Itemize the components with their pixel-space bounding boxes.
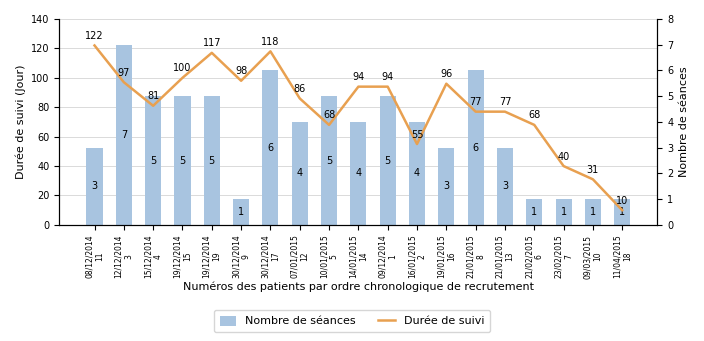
Y-axis label: Durée de suivi (Jour): Durée de suivi (Jour)	[15, 65, 25, 179]
Text: 122: 122	[85, 31, 104, 41]
X-axis label: Numéros des patients par ordre chronologique de recrutement: Numéros des patients par ordre chronolog…	[183, 281, 534, 292]
Text: 5: 5	[384, 155, 391, 166]
Text: 5: 5	[150, 155, 156, 166]
Text: 68: 68	[528, 110, 541, 120]
Bar	[379, 96, 396, 225]
Text: 1: 1	[238, 207, 244, 217]
Durée de suivi	[178, 76, 187, 80]
Text: 5: 5	[208, 155, 215, 166]
Durée de suivi	[237, 79, 245, 83]
Durée de suivi	[384, 85, 392, 89]
Text: 1: 1	[590, 207, 596, 217]
Bar	[497, 148, 513, 225]
Text: 97: 97	[118, 68, 130, 78]
Text: 117: 117	[203, 39, 221, 48]
Text: 118: 118	[261, 37, 279, 47]
Text: 1: 1	[560, 207, 567, 217]
Bar	[321, 96, 337, 225]
Durée de suivi	[325, 123, 333, 127]
Text: 4: 4	[414, 168, 420, 178]
Bar	[526, 199, 542, 225]
Text: 77: 77	[470, 97, 482, 107]
Text: 40: 40	[558, 152, 570, 162]
Durée de suivi	[589, 177, 597, 181]
Bar	[291, 122, 308, 225]
Text: 86: 86	[294, 84, 306, 94]
Text: 100: 100	[173, 63, 191, 73]
Durée de suivi	[560, 164, 568, 168]
Text: 31: 31	[586, 165, 599, 175]
Bar	[614, 199, 630, 225]
Bar	[145, 96, 161, 225]
Text: 77: 77	[498, 97, 511, 107]
Durée de suivi	[208, 51, 216, 55]
Bar	[467, 71, 484, 225]
Text: 3: 3	[92, 181, 98, 191]
Text: 6: 6	[268, 143, 273, 153]
Text: 1: 1	[532, 207, 537, 217]
Bar	[233, 199, 249, 225]
Bar	[555, 199, 572, 225]
Durée de suivi	[149, 104, 158, 108]
Text: 3: 3	[502, 181, 508, 191]
Durée de suivi	[413, 142, 421, 146]
Durée de suivi	[296, 97, 304, 101]
Text: 96: 96	[440, 69, 453, 79]
Text: 5: 5	[326, 155, 332, 166]
Text: 55: 55	[410, 130, 423, 139]
Bar	[203, 96, 220, 225]
Durée de suivi	[120, 80, 128, 84]
Durée de suivi	[501, 109, 509, 114]
Text: 4: 4	[356, 168, 361, 178]
Text: 98: 98	[235, 66, 247, 76]
Bar	[409, 122, 425, 225]
Text: 81: 81	[147, 91, 159, 101]
Text: 94: 94	[382, 72, 394, 82]
Text: 6: 6	[472, 143, 479, 153]
Durée de suivi	[442, 81, 451, 86]
Durée de suivi	[266, 49, 275, 54]
Text: 3: 3	[444, 181, 449, 191]
Text: 4: 4	[296, 168, 303, 178]
Durée de suivi	[618, 208, 627, 212]
Durée de suivi	[90, 43, 99, 47]
Durée de suivi	[472, 109, 480, 114]
Line: Durée de suivi: Durée de suivi	[94, 45, 622, 210]
Bar	[263, 71, 279, 225]
Bar	[439, 148, 454, 225]
Text: 10: 10	[616, 196, 629, 206]
Durée de suivi	[354, 85, 363, 89]
Text: 5: 5	[180, 155, 186, 166]
Y-axis label: Nombre de séances: Nombre de séances	[679, 66, 689, 177]
Bar	[115, 45, 132, 225]
Bar	[175, 96, 191, 225]
Text: 68: 68	[323, 110, 335, 120]
Text: 1: 1	[619, 207, 625, 217]
Text: 94: 94	[352, 72, 365, 82]
Bar	[585, 199, 601, 225]
Legend: Nombre de séances, Durée de suivi: Nombre de séances, Durée de suivi	[214, 310, 490, 332]
Text: 7: 7	[120, 130, 127, 140]
Durée de suivi	[530, 123, 539, 127]
Bar	[351, 122, 367, 225]
Bar	[87, 148, 103, 225]
